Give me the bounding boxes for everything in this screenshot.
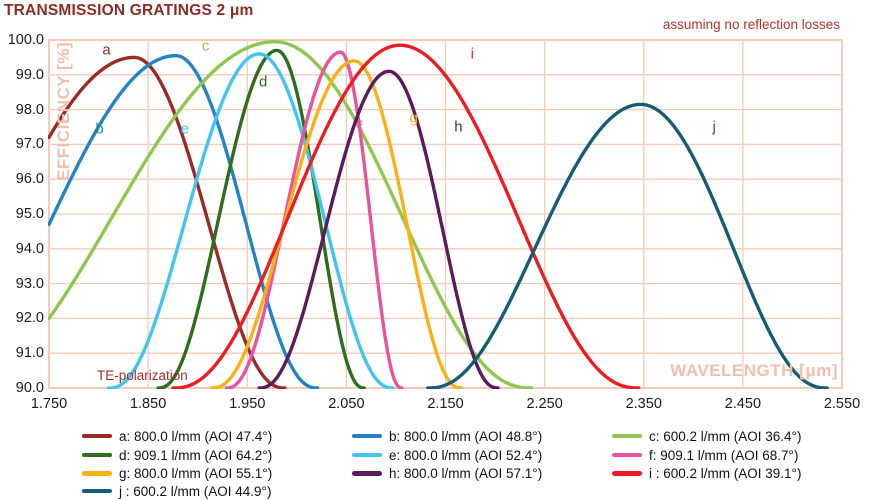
legend-item-g: g: 800.0 l/mm (AOI 55.1°) [82,466,272,482]
curve-h [257,69,500,389]
x-tick-label: 1.950 [229,396,266,412]
y-tick-label: 90.0 [15,380,44,396]
curve-g [209,59,463,389]
curve-label-f: f [358,118,363,136]
curve-c [48,40,534,389]
legend-swatch-j [82,488,112,494]
legend-swatch-i [612,471,642,476]
curve-d [156,48,366,389]
legend-swatch-d [82,452,112,458]
x-tick-label: 1.750 [30,396,68,412]
legend-item-b: b: 800.0 l/mm (AOI 48.8°) [352,428,542,444]
legend-item-d: d: 909.1 l/mm (AOI 64.2°) [82,447,272,463]
legend-label-d: d: 909.1 l/mm (AOI 64.2°) [119,447,273,463]
legend-swatch-f [612,452,642,458]
legend-swatch-h [352,471,382,476]
curve-label-g: g [409,109,418,127]
x-tick-label: 2.250 [526,396,563,412]
y-tick-label: 93.0 [15,275,44,292]
y-tick-label: 94.0 [15,240,44,257]
curve-label-c: c [201,37,210,55]
curve-a [48,55,287,389]
polarization-note: TE-polarization [97,368,188,383]
legend-item-a: a: 800.0 l/mm (AOI 47.4°) [82,428,272,444]
legend-label-g: g: 800.0 l/mm (AOI 55.1°) [119,466,273,481]
legend-swatch-a [82,433,112,439]
x-tick-label: 2.150 [427,396,464,412]
curve-j [426,102,829,389]
legend-label-h: h: 800.0 l/mm (AOI 57.1°) [389,466,543,481]
y-tick-label: 95.0 [15,206,44,222]
y-tick-label: 98.0 [15,101,44,118]
curve-label-e: e [180,120,189,138]
curve-label-j: j [712,118,716,136]
curve-label-b: b [95,120,104,138]
x-tick-label: 1.850 [129,396,167,412]
y-tick-label: 91.0 [15,345,44,362]
legend-swatch-e [352,452,382,458]
legend-label-b: b: 800.0 l/mm (AOI 48.8°) [389,428,543,444]
chart-title: TRANSMISSION GRATINGS 2 μm [4,2,254,19]
legend-item-i: i : 600.2 l/mm (AOI 39.1°) [612,466,801,482]
grid [48,39,843,389]
x-axis-title: WAVELENGTH [μm] [670,361,838,380]
y-tick-label: 92.0 [15,310,44,327]
y-tick-label: 100.0 [7,32,44,48]
legend-label-j: j : 600.2 l/mm (AOI 44.9°) [119,483,272,499]
legend-item-f: f: 909.1 l/mm (AOI 68.7°) [612,447,798,463]
legend-item-c: c: 600.2 l/mm (AOI 36.4°) [612,428,801,444]
legend-label-i: i : 600.2 l/mm (AOI 39.1°) [649,466,802,481]
plot-border [48,39,843,389]
curve-i [171,43,641,389]
curve-label-d: d [258,73,268,91]
y-axis-title: EFFICIENCY [%] [54,42,73,181]
y-tick-label: 97.0 [15,136,44,153]
curve-b [48,54,320,389]
curve-label-i: i [470,45,474,63]
legend-label-a: a: 800.0 l/mm (AOI 47.4°) [119,428,273,444]
curve-label-a: a [102,41,111,59]
legend-swatch-b [352,433,382,439]
curve-label-h: h [454,118,463,136]
reflection-loss-note: assuming no reflection losses [662,17,840,32]
legend-item-e: e: 800.0 l/mm (AOI 52.4°) [352,447,542,463]
legend-label-c: c: 600.2 l/mm (AOI 36.4°) [649,428,802,444]
x-tick-label: 2.550 [823,396,861,412]
curve-e [106,52,395,389]
x-tick-label: 2.050 [328,396,365,412]
legend-item-j: j : 600.2 l/mm (AOI 44.9°) [82,483,271,499]
x-tick-label: 2.450 [724,396,762,412]
curves [48,40,829,389]
legend-label-f: f: 909.1 l/mm (AOI 68.7°) [649,447,799,463]
legend-label-e: e: 800.0 l/mm (AOI 52.4°) [389,447,543,463]
legend-item-h: h: 800.0 l/mm (AOI 57.1°) [352,466,542,482]
legend-swatch-c [612,433,642,439]
y-tick-label: 99.0 [15,66,44,83]
x-tick-label: 2.350 [625,396,662,412]
legend-swatch-g [82,471,112,476]
curve-f [224,50,404,389]
y-tick-label: 96.0 [15,171,44,188]
